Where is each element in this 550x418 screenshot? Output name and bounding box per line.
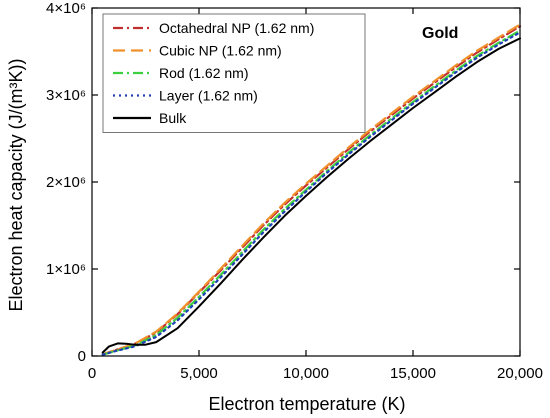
x-tick-label: 20,000 xyxy=(497,365,543,382)
series-line-5 xyxy=(101,37,521,354)
x-axis-title: Electron temperature (K) xyxy=(208,394,405,414)
y-tick-label: 3×10⁶ xyxy=(46,87,86,104)
legend-box xyxy=(102,13,366,133)
series-line-4 xyxy=(101,31,522,356)
series-line-3 xyxy=(101,29,522,356)
legend-label: Rod (1.62 nm) xyxy=(159,65,248,81)
y-tick-label: 0 xyxy=(78,348,86,365)
x-tick-label: 15,000 xyxy=(390,365,436,382)
material-annotation: Gold xyxy=(422,25,458,42)
series-line-2 xyxy=(101,23,522,356)
legend-label: Bulk xyxy=(159,110,187,126)
x-axis-ticks: 0 5,000 10,000 15,000 20,000 xyxy=(88,8,543,382)
y-tick-label: 1×10⁶ xyxy=(46,261,86,278)
legend-label: Octahedral NP (1.62 nm) xyxy=(159,20,314,36)
x-tick-label: 0 xyxy=(88,365,96,382)
x-tick-label: 5,000 xyxy=(180,365,218,382)
plot-frame xyxy=(91,7,521,357)
y-axis-ticks: 0 1×10⁶ 2×10⁶ 3×10⁶ 4×10⁶ xyxy=(46,0,520,365)
y-axis-title: Electron heat capacity (J/(m³K)) xyxy=(6,58,26,311)
y-tick-label: 4×10⁶ xyxy=(46,0,86,17)
y-tick-label: 2×10⁶ xyxy=(46,174,86,191)
x-tick-label: 10,000 xyxy=(283,365,329,382)
legend: Octahedral NP (1.62 nm) Cubic NP (1.62 nm… xyxy=(102,13,366,133)
legend-label: Cubic NP (1.62 nm) xyxy=(159,43,282,59)
plot-lines xyxy=(101,23,522,356)
legend-label: Layer (1.62 nm) xyxy=(159,88,258,104)
series-line-1 xyxy=(101,25,522,356)
